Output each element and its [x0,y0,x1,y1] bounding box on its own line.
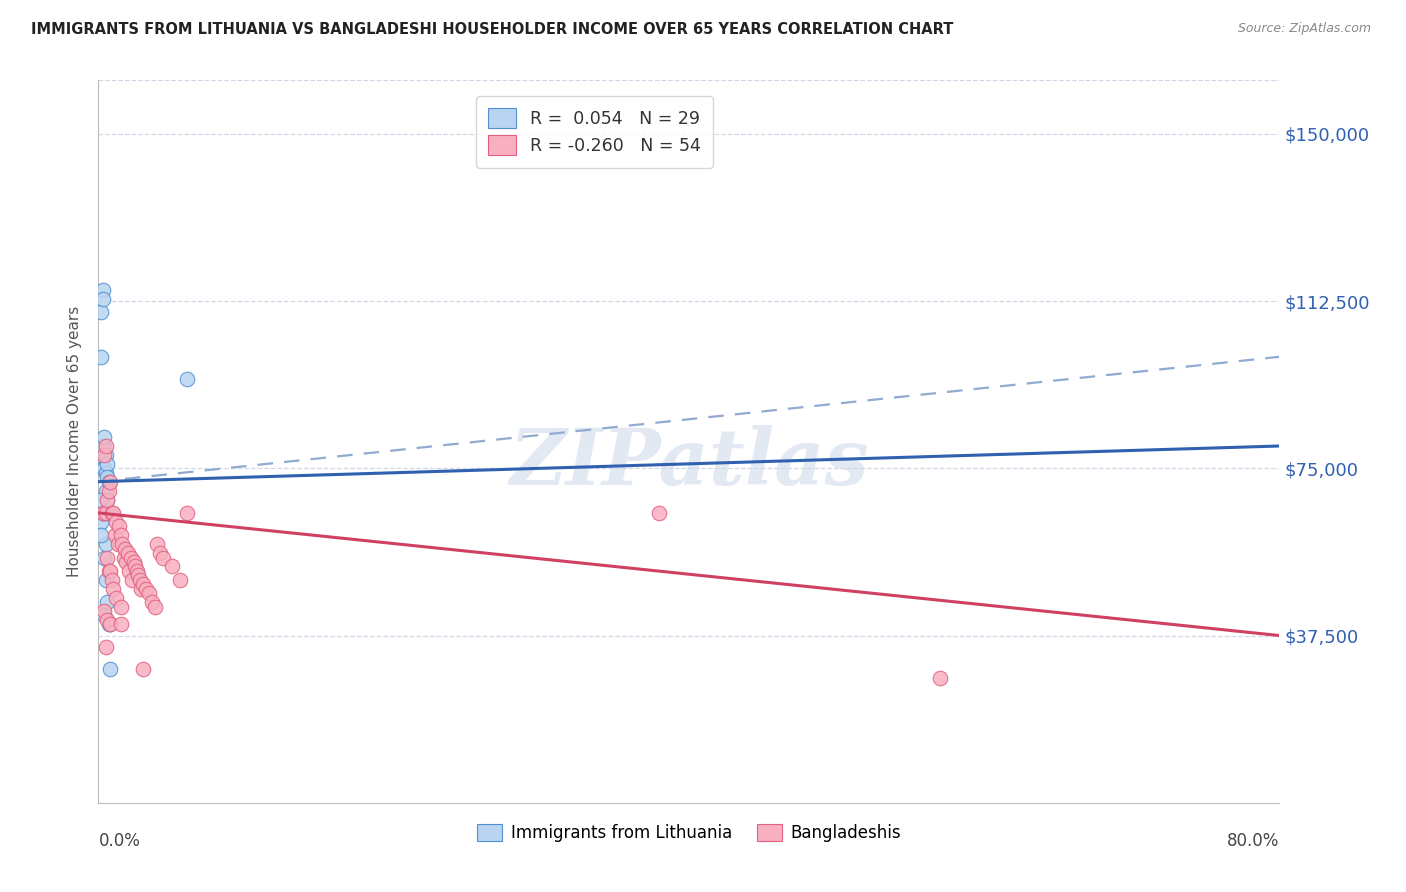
Point [115,555,138,569]
Point [125,564,148,578]
Point [93,604,115,618]
Text: IMMIGRANTS FROM LITHUANIA VS BANGLADESHI HOUSEHOLDER INCOME OVER 65 YEARS CORREL: IMMIGRANTS FROM LITHUANIA VS BANGLADESHI… [31,22,953,37]
Point [98,662,121,676]
Point [90,515,112,529]
Point [94,439,117,453]
Point [141,595,163,609]
Point [91,506,114,520]
Point [98,564,121,578]
Text: 0.0%: 0.0% [98,831,141,850]
Point [124,559,146,574]
Point [127,568,149,582]
Point [97,564,120,578]
Point [97,617,120,632]
Point [100,573,122,587]
Point [93,430,115,444]
Point [648,506,671,520]
Point [138,586,160,600]
Point [94,537,117,551]
Point [929,671,952,685]
Point [93,461,115,475]
Point [122,555,145,569]
Point [96,613,118,627]
Point [94,573,117,587]
Point [110,617,132,632]
Point [93,506,115,520]
Point [176,506,198,520]
Point [96,492,118,507]
Y-axis label: Householder Income Over 65 years: Householder Income Over 65 years [67,306,83,577]
Point [91,506,114,520]
Point [105,515,128,529]
Point [132,577,155,591]
Text: ZIPatlas: ZIPatlas [509,425,869,501]
Text: 80.0%: 80.0% [1227,831,1279,850]
Point [121,573,143,587]
Point [90,350,112,364]
Point [91,439,114,453]
Point [96,470,118,484]
Point [111,537,134,551]
Point [93,550,115,565]
Point [97,483,120,498]
Point [108,519,131,533]
Point [94,506,117,520]
Point [117,546,139,560]
Point [90,528,112,542]
Point [118,564,141,578]
Point [135,582,157,596]
Point [169,573,191,587]
Point [89,492,111,507]
Point [91,461,114,475]
Point [120,550,142,565]
Point [143,599,166,614]
Point [93,608,115,623]
Point [94,483,117,498]
Point [94,640,117,654]
Point [152,550,174,565]
Point [90,305,112,319]
Point [94,466,117,480]
Point [162,559,183,574]
Point [96,595,118,609]
Point [98,617,121,632]
Point [176,372,198,386]
Point [129,582,152,596]
Point [96,492,118,507]
Point [98,617,121,632]
Point [97,475,120,489]
Point [114,541,136,556]
Point [100,506,122,520]
Point [104,528,127,542]
Point [105,591,128,605]
Point [132,662,155,676]
Point [93,448,115,462]
Text: Source: ZipAtlas.com: Source: ZipAtlas.com [1237,22,1371,36]
Point [110,599,132,614]
Legend: Immigrants from Lithuania, Bangladeshis: Immigrants from Lithuania, Bangladeshis [471,817,907,848]
Point [112,550,135,565]
Point [91,283,114,297]
Point [98,475,121,489]
Point [96,457,118,471]
Point [149,546,172,560]
Point [146,537,169,551]
Point [107,537,129,551]
Point [103,506,125,520]
Point [96,550,118,565]
Point [110,528,132,542]
Point [103,582,125,596]
Point [91,292,114,306]
Point [94,448,117,462]
Point [128,573,150,587]
